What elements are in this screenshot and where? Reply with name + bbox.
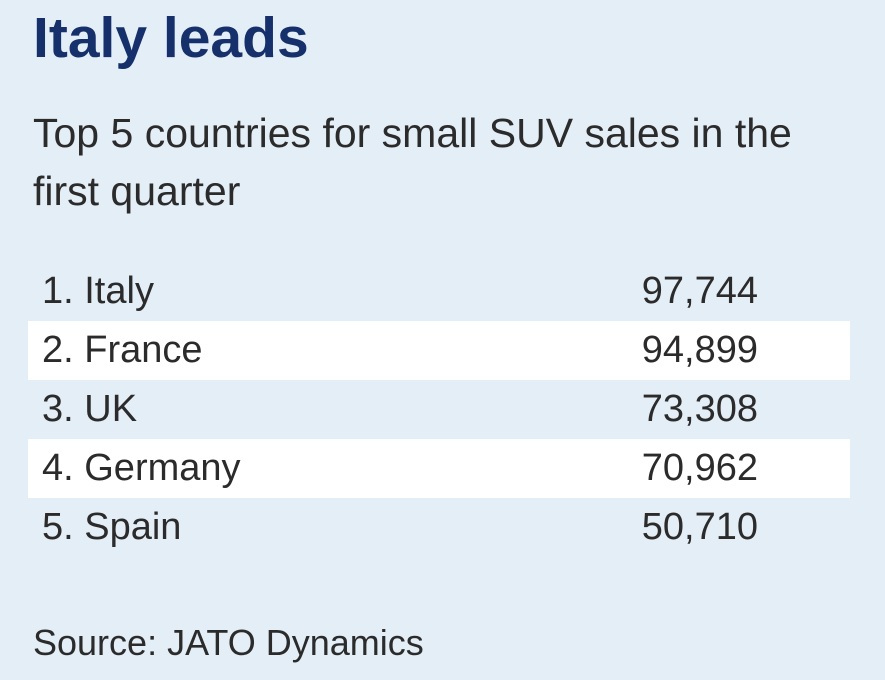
source-note: Source: JATO Dynamics bbox=[33, 622, 424, 663]
sales-value: 73,308 bbox=[641, 388, 758, 430]
country-label: 5. Spain bbox=[42, 506, 182, 548]
country-label: 2. France bbox=[42, 329, 203, 371]
country-label: 4. Germany bbox=[42, 447, 241, 489]
table-row: 1. Italy 97,744 bbox=[28, 262, 850, 321]
table-row: 5. Spain 50,710 bbox=[28, 498, 850, 557]
chart-title: Italy leads bbox=[33, 6, 309, 70]
chart-subtitle: Top 5 countries for small SUV sales in t… bbox=[33, 110, 792, 214]
ranking-table: 1. Italy 97,744 2. France 94,899 3. UK 73,308… bbox=[28, 262, 850, 557]
country-label: 3. UK bbox=[42, 388, 138, 430]
sales-value: 97,744 bbox=[641, 270, 758, 312]
table-row: 3. UK 73,308 bbox=[28, 380, 850, 439]
sales-value: 70,962 bbox=[641, 447, 758, 489]
table-row: 4. Germany 70,962 bbox=[28, 439, 850, 498]
table-row: 2. France 94,899 bbox=[28, 321, 850, 380]
sales-value: 50,710 bbox=[641, 506, 758, 548]
sales-value: 94,899 bbox=[641, 329, 758, 371]
country-label: 1. Italy bbox=[42, 270, 154, 312]
